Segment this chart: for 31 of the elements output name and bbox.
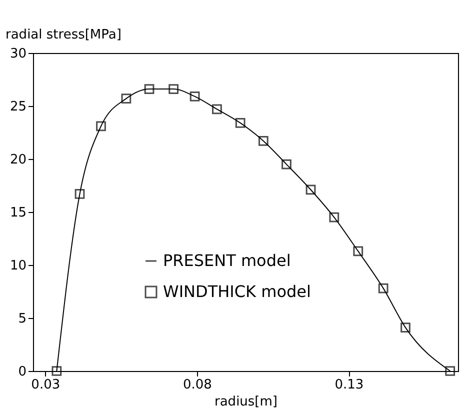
point: [282, 159, 292, 170]
point: [168, 84, 178, 94]
y-axis-title: radial stress[MPa]: [6, 28, 122, 42]
y-tick-label: 15: [10, 206, 26, 220]
point: [306, 184, 316, 195]
y-tick-label: 25: [10, 100, 26, 114]
point: [445, 366, 456, 376]
point: [212, 104, 222, 114]
point: [329, 212, 340, 222]
y-tick-label: 10: [10, 258, 26, 274]
point: [258, 136, 268, 146]
point: [378, 283, 388, 294]
point: [121, 94, 132, 104]
x-tick-label: 0.13: [334, 378, 364, 392]
x-tick-label: 0.03: [31, 378, 60, 392]
point: [353, 246, 364, 256]
point: [190, 92, 200, 102]
legend-label: PRESENT model: [163, 251, 291, 270]
legend-label: WINDTHICK model: [163, 282, 311, 301]
y-tick-label: 20: [10, 152, 26, 168]
y-tick-label: 5: [18, 312, 26, 326]
point: [96, 121, 106, 132]
point: [52, 366, 62, 376]
x-tick-label: 0.08: [182, 378, 212, 392]
y-tick-label: 0: [18, 364, 26, 380]
point: [74, 189, 85, 199]
point: [400, 322, 410, 332]
y-tick-label: 30: [10, 46, 26, 62]
point: [144, 84, 154, 94]
point: [235, 118, 246, 128]
x-axis-title: radius[m]: [214, 394, 278, 410]
